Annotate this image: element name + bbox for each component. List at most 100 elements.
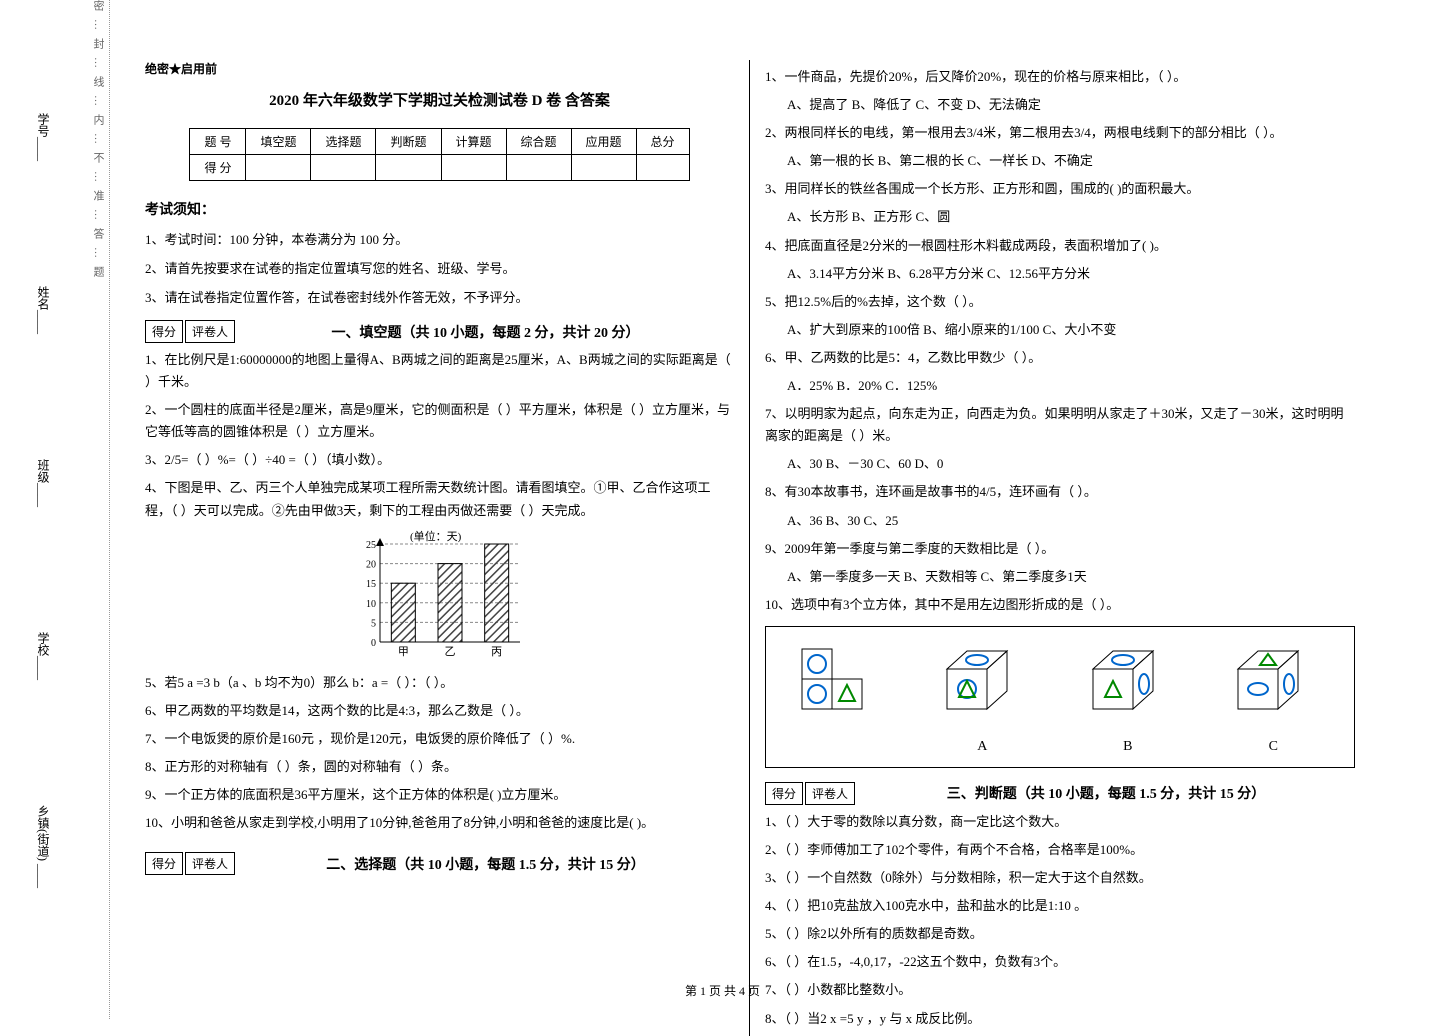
choice-q7-opts: A、30 B、－30 C、60 D、0 [765, 453, 1355, 475]
svg-text:10: 10 [366, 598, 376, 609]
svg-text:甲: 甲 [397, 646, 408, 658]
cube-b-svg [1073, 639, 1183, 729]
svg-text:(单位：天): (单位：天) [410, 530, 462, 543]
seal-char: 不 [90, 152, 106, 171]
binding-label: 班级____ [35, 459, 52, 507]
seal-char: 密 [90, 0, 106, 19]
cube-a-svg [927, 639, 1037, 729]
notice-heading: 考试须知： [145, 199, 734, 219]
section-1-title: 一、填空题（共 10 小题，每题 2 分，共计 20 分） [237, 322, 734, 342]
svg-text:15: 15 [366, 579, 376, 590]
exam-title: 2020 年六年级数学下学期过关检测试卷 D 卷 含答案 [145, 89, 734, 110]
seal-char: 封 [90, 38, 106, 57]
th: 总分 [636, 129, 689, 155]
td [376, 155, 441, 181]
cube-label: C [1218, 739, 1328, 755]
section-marker-row: 得分 评卷人 二、选择题（共 10 小题，每题 1.5 分，共计 15 分） [145, 852, 734, 875]
page-footer: 第 1 页 共 4 页 [0, 982, 1445, 999]
fill-q7: 7、一个电饭煲的原价是160元 ，现价是120元，电饭煲的原价降低了（ ）%. [145, 728, 734, 750]
td: 得 分 [190, 155, 246, 181]
binding-label: 学校____ [35, 632, 52, 680]
cube-label: A [927, 739, 1037, 755]
binding-edge: 学号____ 姓名____ 班级____ 学校____ 乡镇(街道) ____ … [0, 0, 110, 1019]
choice-q5-opts: A、扩大到原来的100倍 B、缩小原来的1/100 C、大小不变 [765, 319, 1355, 341]
fill-q4: 4、下图是甲、乙、丙三个人单独完成某项工程所需天数统计图。请看图填空。①甲、乙合… [145, 477, 734, 521]
cube-a: A [927, 639, 1037, 755]
th: 填空题 [246, 129, 311, 155]
th: 题 号 [190, 129, 246, 155]
seal-char: 准 [90, 190, 106, 209]
binding-label: 姓名____ [35, 286, 52, 334]
cube-net-svg [792, 639, 892, 729]
svg-text:20: 20 [366, 559, 376, 570]
table-row: 得 分 [190, 155, 689, 181]
judge-q3: 3、（ ）一个自然数（0除外）与分数相除，积一定大于这个自然数。 [765, 867, 1355, 889]
svg-text:丙: 丙 [491, 646, 502, 658]
choice-q3: 3、用同样长的铁丝各围成一个长方形、正方形和圆，围成的( )的面积最大。 [765, 178, 1355, 200]
cube-net [792, 639, 892, 755]
svg-text:0: 0 [371, 638, 376, 649]
binding-labels: 学号____ 姓名____ 班级____ 学校____ 乡镇(街道) ____ [35, 50, 52, 950]
cube-c-svg [1218, 639, 1328, 729]
content-area: 绝密★启用前 2020 年六年级数学下学期过关检测试卷 D 卷 含答案 题 号 … [130, 60, 1420, 1036]
th: 综合题 [506, 129, 571, 155]
choice-q7: 7、以明明家为起点，向东走为正，向西走为负。如果明明从家走了＋30米，又走了－3… [765, 403, 1355, 447]
svg-text:乙: 乙 [444, 645, 455, 658]
choice-q6: 6、甲、乙两数的比是5：4，乙数比甲数少（ ）。 [765, 347, 1355, 369]
seal-char: 内 [90, 114, 106, 133]
choice-q2-opts: A、第一根的长 B、第二根的长 C、一样长 D、不确定 [765, 150, 1355, 172]
section-marker-row: 得分 评卷人 一、填空题（共 10 小题，每题 2 分，共计 20 分） [145, 320, 734, 343]
cube-diagram-row: A B [765, 626, 1355, 768]
fill-q5: 5、若5 a =3 b（a 、b 均不为0）那么 b：a =（ ）：（ ）。 [145, 672, 734, 694]
fill-q9: 9、一个正方体的底面积是36平方厘米，这个正方体的体积是( )立方厘米。 [145, 784, 734, 806]
choice-q9-opts: A、第一季度多一天 B、天数相等 C、第二季度多1天 [765, 566, 1355, 588]
choice-q5: 5、把12.5%后的%去掉，这个数（ ）。 [765, 291, 1355, 313]
section-2-title: 二、选择题（共 10 小题，每题 1.5 分，共计 15 分） [237, 854, 734, 874]
bar-chart-svg: (单位：天) 0 5 10 15 20 25 甲 乙 丙 [350, 530, 530, 660]
cube-b: B [1073, 639, 1183, 755]
secret-label: 绝密★启用前 [145, 60, 734, 77]
binding-label: 乡镇(街道) ____ [35, 805, 52, 888]
fill-q3: 3、2/5=（ ）%=（ ）÷40 =（ ）（填小数）。 [145, 449, 734, 471]
score-box: 得分 [145, 320, 183, 343]
choice-q1-opts: A、提高了 B、降低了 C、不变 D、无法确定 [765, 94, 1355, 116]
table-row: 题 号 填空题 选择题 判断题 计算题 综合题 应用题 总分 [190, 129, 689, 155]
judge-q2: 2、（ ）李师傅加工了102个零件，有两个不合格，合格率是100%。 [765, 839, 1355, 861]
seal-char: 答 [90, 228, 106, 247]
right-column: 1、一件商品，先提价20%，后又降价20%，现在的价格与原来相比，（ ）。 A、… [750, 60, 1370, 1036]
fill-q1: 1、在比例尺是1:60000000的地图上量得A、B两城之间的距离是25厘米，A… [145, 349, 734, 393]
choice-q8: 8、有30本故事书，连环画是故事书的4/5，连环画有（ ）。 [765, 481, 1355, 503]
th: 选择题 [311, 129, 376, 155]
seal-line-text: 密…封…线…内…不…准…答…题 [90, 0, 106, 1019]
seal-char: 题 [90, 266, 106, 285]
binding-label: 学号____ [35, 113, 52, 161]
th: 计算题 [441, 129, 506, 155]
judge-q6: 6、（ ）在1.5，-4,0,17，-22这五个数中，负数有3个。 [765, 951, 1355, 973]
choice-q4: 4、把底面直径是2分米的一根圆柱形木料截成两段，表面积增加了( )。 [765, 235, 1355, 257]
td [246, 155, 311, 181]
choice-q9: 9、2009年第一季度与第二季度的天数相比是（ ）。 [765, 538, 1355, 560]
svg-text:25: 25 [366, 540, 376, 551]
left-column: 绝密★启用前 2020 年六年级数学下学期过关检测试卷 D 卷 含答案 题 号 … [130, 60, 750, 1036]
svg-text:5: 5 [371, 618, 376, 629]
choice-q8-opts: A、36 B、30 C、25 [765, 510, 1355, 532]
bar-chart: (单位：天) 0 5 10 15 20 25 甲 乙 丙 [145, 530, 734, 664]
fill-q8: 8、正方形的对称轴有（ ）条，圆的对称轴有（ ）条。 [145, 756, 734, 778]
td [506, 155, 571, 181]
score-box: 得分 [145, 852, 183, 875]
notice-item: 1、考试时间：100 分钟，本卷满分为 100 分。 [145, 229, 734, 248]
seal-char: 线 [90, 76, 106, 95]
grader-box: 评卷人 [185, 320, 235, 343]
notice-item: 3、请在试卷指定位置作答，在试卷密封线外作答无效，不予评分。 [145, 287, 734, 306]
cube-c: C [1218, 639, 1328, 755]
section-marker-row: 得分 评卷人 三、判断题（共 10 小题，每题 1.5 分，共计 15 分） [765, 782, 1355, 805]
fill-q2: 2、一个圆柱的底面半径是2厘米，高是9厘米，它的侧面积是（ ）平方厘米，体积是（… [145, 399, 734, 443]
score-table: 题 号 填空题 选择题 判断题 计算题 综合题 应用题 总分 得 分 [189, 128, 689, 181]
score-box: 得分 [765, 782, 803, 805]
choice-q4-opts: A、3.14平方分米 B、6.28平方分米 C、12.56平方分米 [765, 263, 1355, 285]
grader-box: 评卷人 [185, 852, 235, 875]
choice-q6-opts: A．25% B．20% C．125% [765, 375, 1355, 397]
td [311, 155, 376, 181]
th: 应用题 [571, 129, 636, 155]
choice-q1: 1、一件商品，先提价20%，后又降价20%，现在的价格与原来相比，（ ）。 [765, 66, 1355, 88]
